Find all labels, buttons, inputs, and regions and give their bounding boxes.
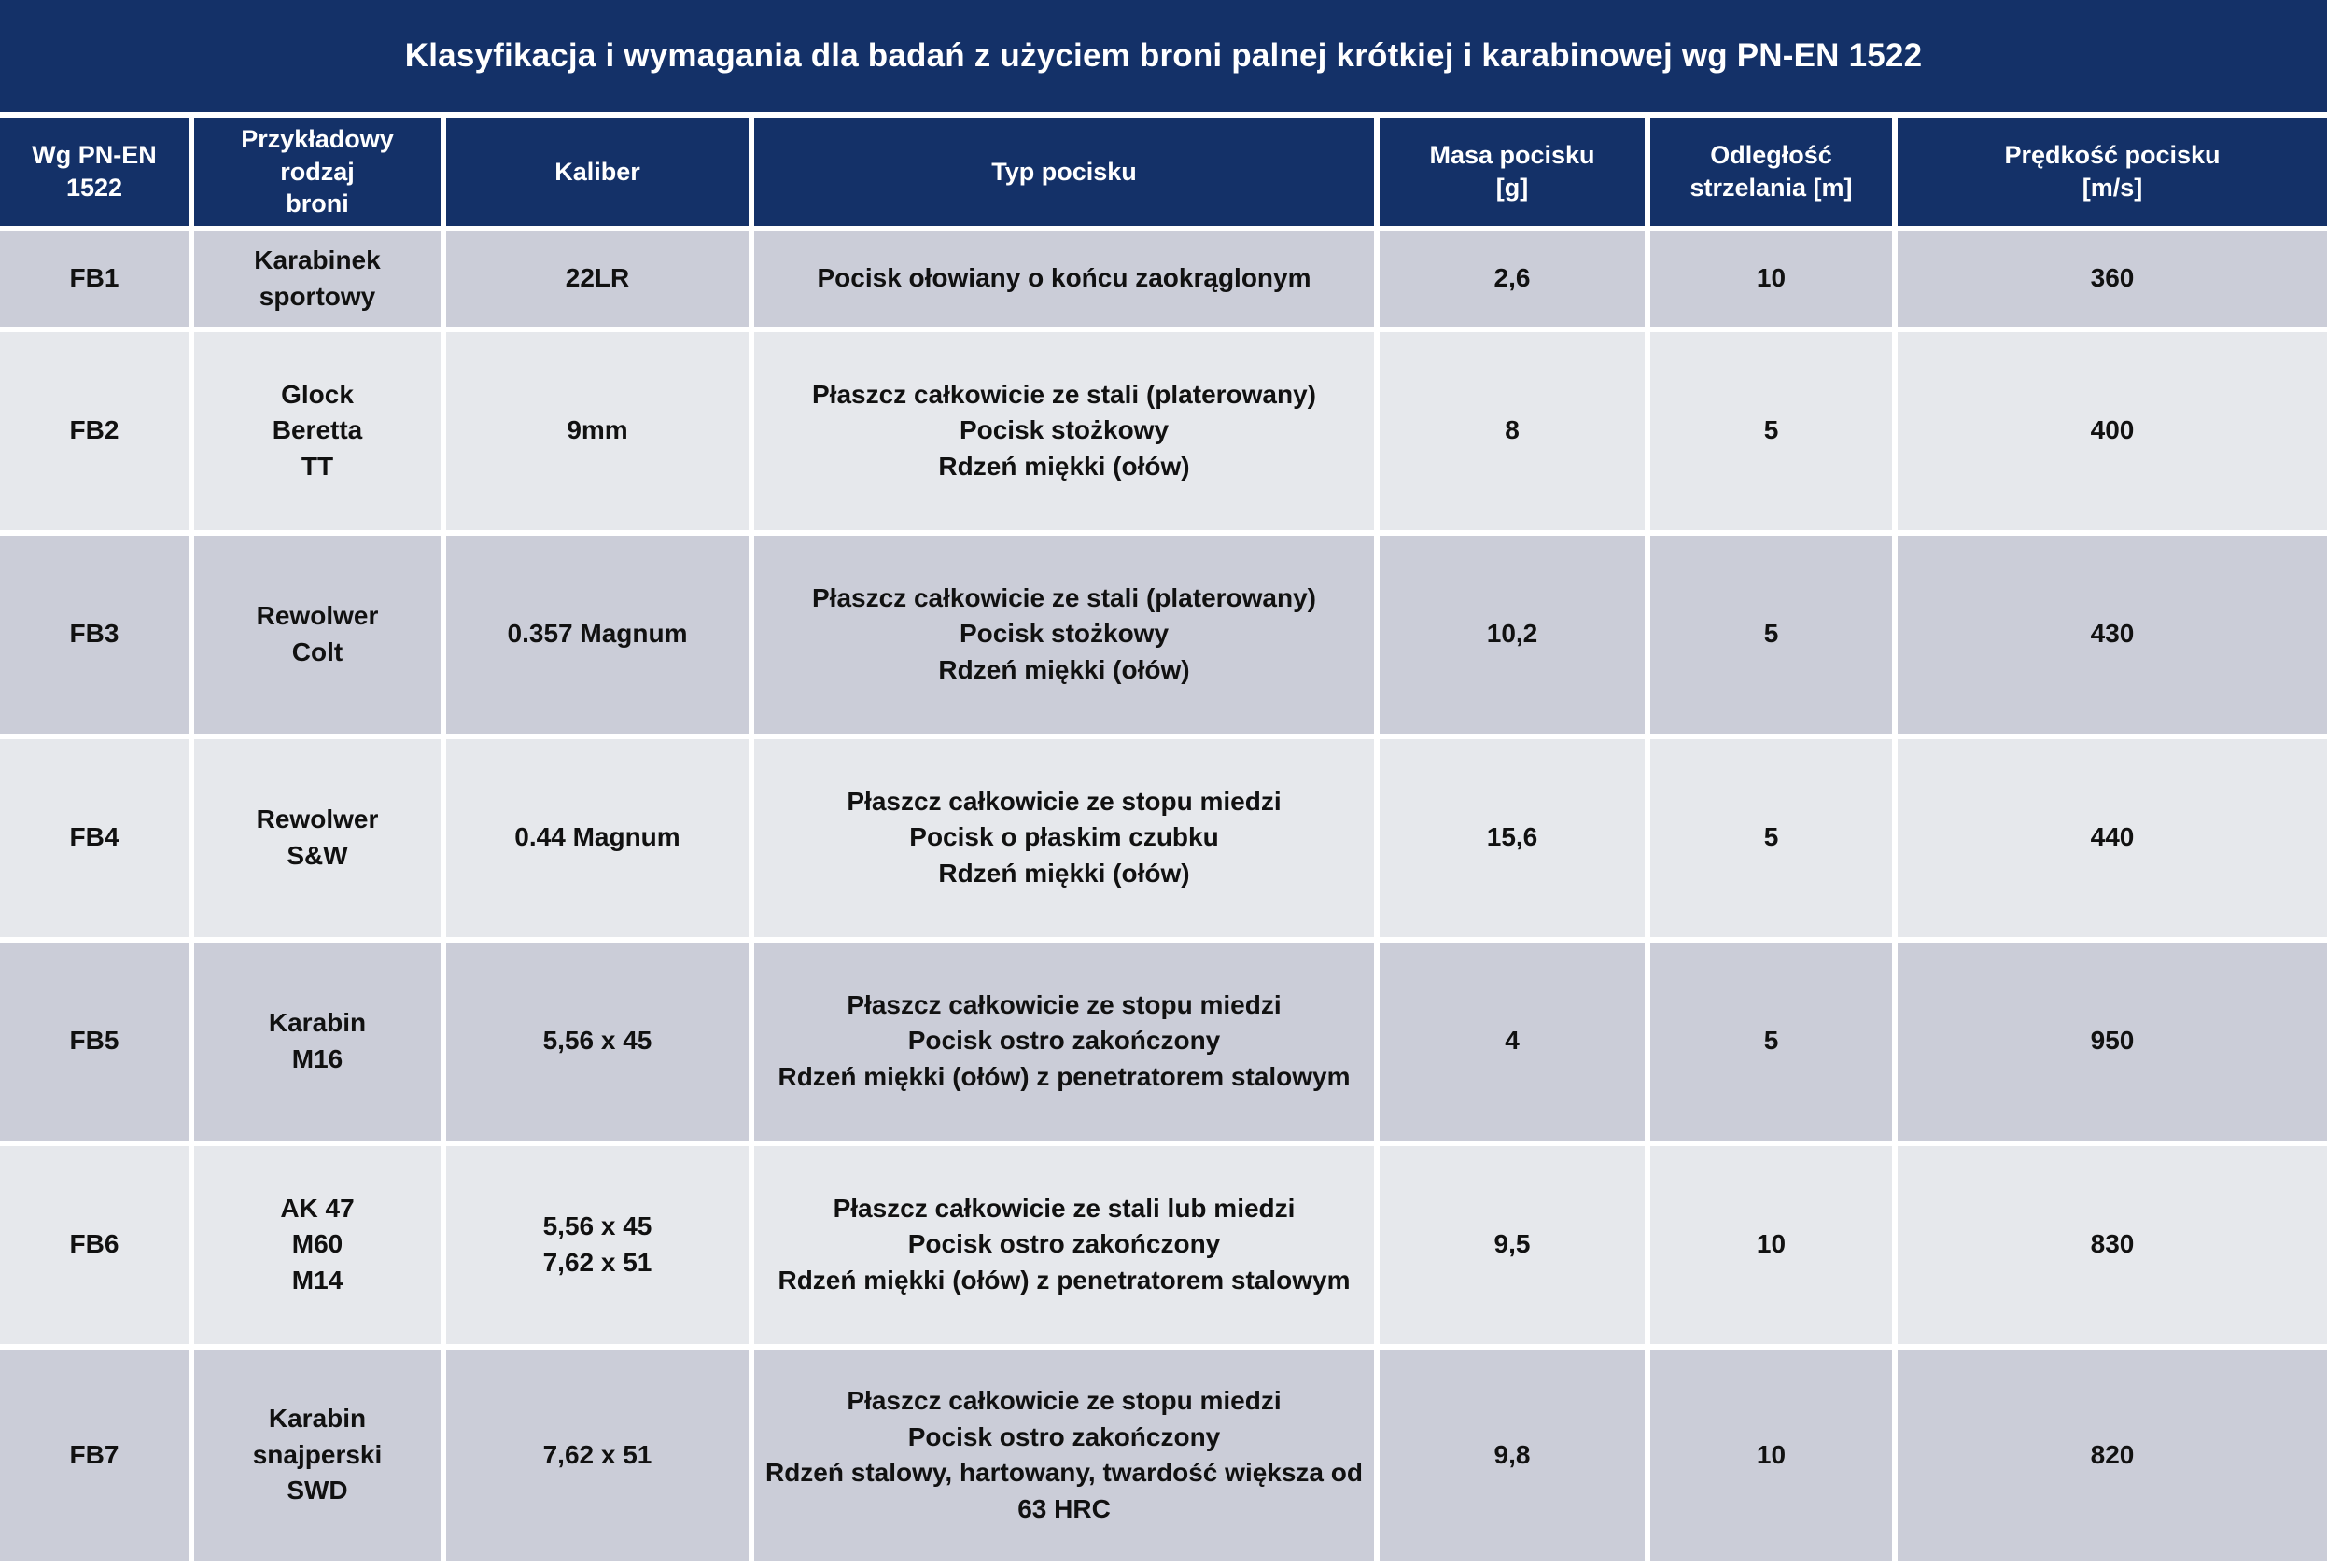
cell-mass: 9,5 [1380, 1145, 1650, 1350]
cell-bullet-type: Płaszcz całkowicie ze stopu miedzi Pocis… [754, 942, 1380, 1146]
cell-bullet-type: Płaszcz całkowicie ze stopu miedzi Pocis… [754, 738, 1380, 943]
cell-class: FB7 [0, 1349, 194, 1567]
cell-class: FB1 [0, 231, 194, 332]
cell-velocity: 430 [1898, 535, 2327, 739]
cell-bullet-type: Płaszcz całkowicie ze stali (platerowany… [754, 535, 1380, 739]
cell-bullet-type: Płaszcz całkowicie ze stali lub miedzi P… [754, 1145, 1380, 1350]
column-header-mass: Masa pocisku [g] [1380, 112, 1650, 231]
cell-class: FB3 [0, 535, 194, 739]
cell-bullet-type: Pocisk ołowiany o końcu zaokrąglonym [754, 231, 1380, 332]
cell-class: FB5 [0, 942, 194, 1146]
classification-table: Wg PN-EN 1522 Przykładowy rodzaj broni K… [0, 112, 2327, 1567]
table-row: FB6 AK 47 M60 M14 5,56 x 45 7,62 x 51 Pł… [0, 1145, 2327, 1350]
cell-weapon: Rewolwer Colt [194, 535, 446, 739]
cell-caliber: 5,56 x 45 7,62 x 51 [446, 1145, 754, 1350]
cell-caliber: 7,62 x 51 [446, 1349, 754, 1567]
cell-distance: 5 [1650, 331, 1898, 536]
cell-mass: 10,2 [1380, 535, 1650, 739]
cell-velocity: 400 [1898, 331, 2327, 536]
cell-class: FB6 [0, 1145, 194, 1350]
cell-distance: 10 [1650, 1349, 1898, 1567]
cell-weapon: AK 47 M60 M14 [194, 1145, 446, 1350]
table-row: FB2 Glock Beretta TT 9mm Płaszcz całkowi… [0, 331, 2327, 536]
table-row: FB7 Karabin snajperski SWD 7,62 x 51 Pła… [0, 1349, 2327, 1567]
table-body: FB1 Karabinek sportowy 22LR Pocisk ołowi… [0, 231, 2327, 1567]
cell-bullet-type: Płaszcz całkowicie ze stopu miedzi Pocis… [754, 1349, 1380, 1567]
cell-mass: 15,6 [1380, 738, 1650, 943]
cell-distance: 5 [1650, 942, 1898, 1146]
cell-velocity: 360 [1898, 231, 2327, 332]
cell-mass: 9,8 [1380, 1349, 1650, 1567]
table-row: FB3 Rewolwer Colt 0.357 Magnum Płaszcz c… [0, 535, 2327, 739]
cell-class: FB2 [0, 331, 194, 536]
title-band: Klasyfikacja i wymagania dla badań z uży… [0, 0, 2327, 112]
cell-mass: 8 [1380, 331, 1650, 536]
column-header-weapon: Przykładowy rodzaj broni [194, 112, 446, 231]
cell-velocity: 830 [1898, 1145, 2327, 1350]
cell-weapon: Karabin M16 [194, 942, 446, 1146]
cell-velocity: 950 [1898, 942, 2327, 1146]
cell-bullet-type: Płaszcz całkowicie ze stali (platerowany… [754, 331, 1380, 536]
cell-distance: 5 [1650, 535, 1898, 739]
cell-weapon: Rewolwer S&W [194, 738, 446, 943]
table-header-row: Wg PN-EN 1522 Przykładowy rodzaj broni K… [0, 112, 2327, 231]
table-row: FB1 Karabinek sportowy 22LR Pocisk ołowi… [0, 231, 2327, 332]
cell-weapon: Karabin snajperski SWD [194, 1349, 446, 1567]
cell-caliber: 0.357 Magnum [446, 535, 754, 739]
cell-mass: 2,6 [1380, 231, 1650, 332]
table-header: Wg PN-EN 1522 Przykładowy rodzaj broni K… [0, 112, 2327, 231]
column-header-caliber: Kaliber [446, 112, 754, 231]
cell-distance: 10 [1650, 1145, 1898, 1350]
cell-class: FB4 [0, 738, 194, 943]
cell-distance: 5 [1650, 738, 1898, 943]
page-title: Klasyfikacja i wymagania dla badań z uży… [404, 37, 1923, 74]
column-header-standard: Wg PN-EN 1522 [0, 112, 194, 231]
cell-caliber: 5,56 x 45 [446, 942, 754, 1146]
cell-weapon: Glock Beretta TT [194, 331, 446, 536]
cell-velocity: 440 [1898, 738, 2327, 943]
column-header-distance: Odległość strzelania [m] [1650, 112, 1898, 231]
cell-caliber: 9mm [446, 331, 754, 536]
cell-mass: 4 [1380, 942, 1650, 1146]
cell-caliber: 22LR [446, 231, 754, 332]
column-header-bullet-type: Typ pocisku [754, 112, 1380, 231]
cell-distance: 10 [1650, 231, 1898, 332]
cell-weapon: Karabinek sportowy [194, 231, 446, 332]
column-header-velocity: Prędkość pocisku [m/s] [1898, 112, 2327, 231]
table-row: FB4 Rewolwer S&W 0.44 Magnum Płaszcz cał… [0, 738, 2327, 943]
cell-velocity: 820 [1898, 1349, 2327, 1567]
cell-caliber: 0.44 Magnum [446, 738, 754, 943]
table-row: FB5 Karabin M16 5,56 x 45 Płaszcz całkow… [0, 942, 2327, 1146]
